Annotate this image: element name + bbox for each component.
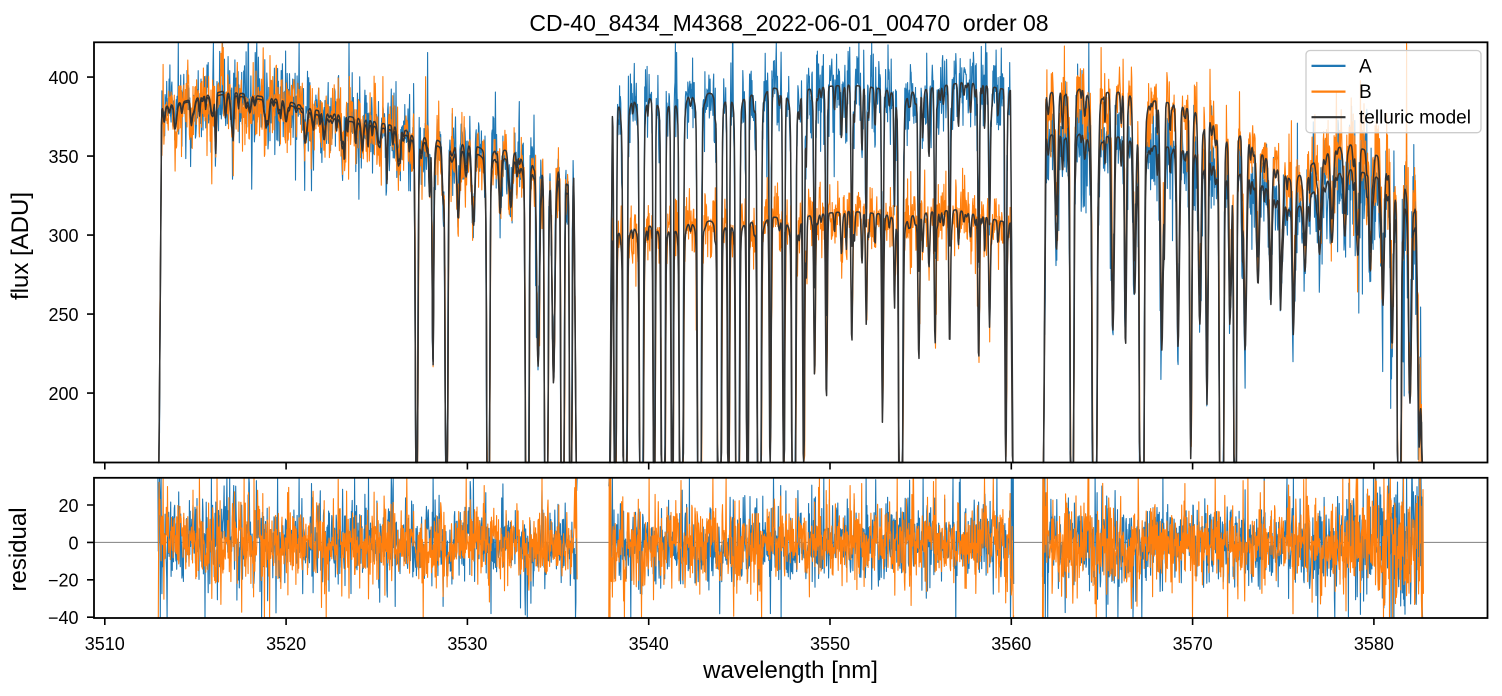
svg-text:−20: −20 xyxy=(48,571,79,591)
svg-text:B: B xyxy=(1359,82,1372,103)
svg-text:−40: −40 xyxy=(48,608,79,628)
svg-text:300: 300 xyxy=(48,226,78,246)
svg-text:A: A xyxy=(1359,56,1372,77)
svg-text:3580: 3580 xyxy=(1354,634,1394,654)
svg-text:250: 250 xyxy=(48,305,78,325)
svg-text:flux [ADU]: flux [ADU] xyxy=(7,192,34,300)
svg-text:3550: 3550 xyxy=(810,634,850,654)
svg-text:3540: 3540 xyxy=(629,634,669,654)
svg-text:0: 0 xyxy=(68,533,78,553)
svg-text:3520: 3520 xyxy=(266,634,306,654)
svg-text:residual: residual xyxy=(5,507,32,591)
svg-text:400: 400 xyxy=(48,68,78,88)
svg-text:3530: 3530 xyxy=(447,634,487,654)
svg-text:3560: 3560 xyxy=(991,634,1031,654)
svg-text:3510: 3510 xyxy=(85,634,125,654)
svg-text:CD-40_8434_M4368_2022-06-01_00: CD-40_8434_M4368_2022-06-01_00470 order … xyxy=(529,10,1048,36)
svg-text:3570: 3570 xyxy=(1173,634,1213,654)
svg-text:20: 20 xyxy=(58,496,78,516)
svg-text:200: 200 xyxy=(48,384,78,404)
svg-text:telluric model: telluric model xyxy=(1359,108,1471,129)
svg-text:350: 350 xyxy=(48,147,78,167)
svg-text:wavelength [nm]: wavelength [nm] xyxy=(702,657,878,684)
